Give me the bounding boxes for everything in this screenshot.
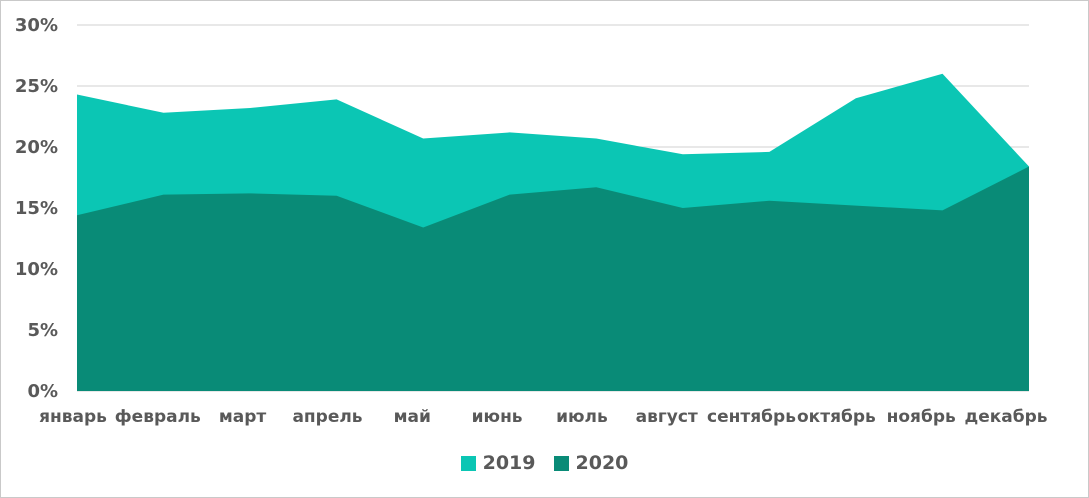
x-axis-label-декабрь: декабрь	[964, 407, 1047, 427]
x-axis-label-апрель: апрель	[292, 407, 362, 427]
chart-legend: 2019 2020	[1, 452, 1088, 474]
legend-label-2020: 2020	[575, 452, 629, 474]
legend-swatch-2020	[553, 455, 569, 471]
x-axis-label-август: август	[636, 407, 698, 427]
x-axis-label-ноябрь: ноябрь	[887, 407, 956, 427]
legend-item-2020: 2020	[553, 452, 629, 474]
y-axis-label-10%: 10%	[15, 259, 58, 280]
y-axis-label-5%: 5%	[27, 320, 58, 341]
y-axis-label-25%: 25%	[15, 76, 58, 97]
x-axis-label-сентябрь: сентябрь	[707, 407, 796, 427]
area-series-2020	[77, 166, 1029, 391]
y-axis-label-15%: 15%	[15, 198, 58, 219]
x-axis-label-январь: январь	[39, 407, 107, 427]
x-axis-label-октябрь: октябрь	[797, 407, 876, 427]
x-axis-label-июль: июль	[556, 407, 608, 427]
legend-item-2019: 2019	[460, 452, 536, 474]
y-axis-label-0%: 0%	[27, 381, 58, 402]
x-axis-label-февраль: февраль	[115, 407, 201, 427]
x-axis-label-май: май	[394, 407, 431, 427]
x-axis-label-июнь: июнь	[472, 407, 523, 427]
y-axis-label-30%: 30%	[15, 15, 58, 36]
y-axis-label-20%: 20%	[15, 137, 58, 158]
legend-label-2019: 2019	[482, 452, 536, 474]
x-axis-label-март: март	[219, 407, 267, 427]
legend-swatch-2019	[460, 455, 476, 471]
